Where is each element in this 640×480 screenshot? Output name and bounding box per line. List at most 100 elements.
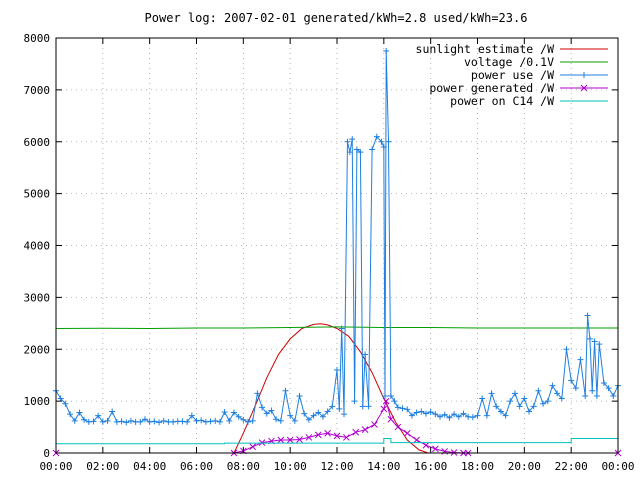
data-point bbox=[488, 390, 495, 397]
data-point bbox=[403, 429, 411, 437]
data-point bbox=[109, 408, 116, 415]
data-point bbox=[349, 136, 356, 143]
data-point bbox=[516, 403, 523, 410]
y-tick-label: 0 bbox=[43, 447, 50, 460]
data-point bbox=[418, 408, 425, 415]
data-point bbox=[521, 395, 528, 402]
data-point bbox=[544, 398, 551, 405]
data-point bbox=[369, 146, 376, 153]
x-tick-label: 10:00 bbox=[274, 460, 307, 473]
data-point bbox=[62, 400, 69, 407]
data-point bbox=[605, 385, 612, 392]
legend-label: power use /W bbox=[471, 68, 554, 82]
data-point bbox=[198, 417, 205, 424]
data-point bbox=[387, 415, 395, 423]
data-point bbox=[343, 434, 350, 441]
data-point bbox=[240, 416, 247, 423]
data-point bbox=[385, 138, 392, 145]
legend-label: power on C14 /W bbox=[450, 94, 554, 108]
data-point bbox=[589, 387, 596, 394]
data-point bbox=[373, 133, 380, 140]
data-point bbox=[394, 404, 401, 411]
plot-frame bbox=[55, 37, 619, 454]
data-point bbox=[226, 417, 233, 424]
data-point bbox=[584, 312, 591, 319]
data-point bbox=[113, 418, 120, 425]
data-point bbox=[90, 418, 97, 425]
data-point bbox=[558, 395, 565, 402]
data-point bbox=[207, 418, 214, 425]
data-point bbox=[362, 351, 369, 358]
data-point bbox=[563, 346, 570, 353]
data-point bbox=[361, 426, 369, 434]
data-point bbox=[483, 412, 490, 419]
data-point bbox=[277, 417, 284, 424]
series-line bbox=[56, 438, 618, 445]
data-point bbox=[170, 418, 177, 425]
data-point bbox=[212, 417, 219, 424]
data-point bbox=[408, 412, 415, 419]
x-tick-label: 12:00 bbox=[320, 460, 353, 473]
data-point bbox=[95, 412, 102, 419]
data-point bbox=[334, 367, 340, 373]
data-point bbox=[413, 409, 420, 416]
data-point bbox=[263, 410, 270, 417]
x-tick-label: 16:00 bbox=[414, 460, 447, 473]
x-tick-label: 18:00 bbox=[461, 460, 494, 473]
data-point bbox=[146, 418, 153, 425]
series-line bbox=[56, 399, 618, 454]
data-point bbox=[511, 390, 518, 397]
series-4 bbox=[56, 438, 618, 445]
x-tick-label: 20:00 bbox=[508, 460, 541, 473]
data-point bbox=[535, 387, 542, 394]
data-point bbox=[329, 403, 336, 410]
data-point bbox=[291, 417, 298, 424]
data-point bbox=[315, 409, 322, 416]
data-point bbox=[469, 414, 476, 421]
data-point bbox=[610, 392, 617, 399]
grid bbox=[56, 38, 618, 453]
data-point bbox=[184, 418, 191, 425]
data-point bbox=[282, 387, 289, 394]
data-point bbox=[57, 395, 64, 402]
series-0 bbox=[233, 323, 429, 454]
data-point bbox=[336, 405, 343, 412]
data-point bbox=[596, 341, 603, 348]
data-point bbox=[394, 423, 402, 431]
data-point bbox=[123, 419, 130, 426]
data-point bbox=[391, 398, 398, 405]
data-point bbox=[193, 417, 200, 424]
legend-entry: power use /W bbox=[471, 68, 608, 82]
data-point bbox=[85, 418, 92, 425]
data-point bbox=[474, 412, 481, 419]
data-point bbox=[382, 392, 389, 399]
data-point bbox=[572, 385, 579, 392]
series-layer bbox=[52, 47, 622, 457]
data-point bbox=[346, 149, 353, 156]
data-point bbox=[497, 408, 504, 415]
data-point bbox=[273, 416, 280, 423]
data-point bbox=[245, 418, 252, 425]
x-tick-label: 02:00 bbox=[86, 460, 119, 473]
data-point bbox=[450, 449, 458, 456]
data-point bbox=[333, 432, 341, 440]
x-tick-label: 04:00 bbox=[133, 460, 166, 473]
data-point bbox=[305, 434, 313, 441]
data-point bbox=[422, 410, 429, 417]
data-point bbox=[341, 411, 348, 418]
data-point bbox=[413, 436, 420, 444]
data-point bbox=[382, 397, 390, 405]
data-point bbox=[104, 417, 111, 424]
data-point bbox=[549, 382, 556, 389]
legend-entry: power on C14 /W bbox=[450, 94, 608, 108]
data-point bbox=[76, 409, 83, 416]
data-point bbox=[502, 412, 509, 419]
data-point bbox=[353, 146, 360, 153]
data-point bbox=[314, 431, 322, 439]
data-point bbox=[404, 406, 411, 413]
data-point bbox=[127, 417, 134, 424]
data-point bbox=[156, 419, 163, 426]
data-point bbox=[216, 418, 223, 425]
y-tick-label: 3000 bbox=[24, 291, 51, 304]
